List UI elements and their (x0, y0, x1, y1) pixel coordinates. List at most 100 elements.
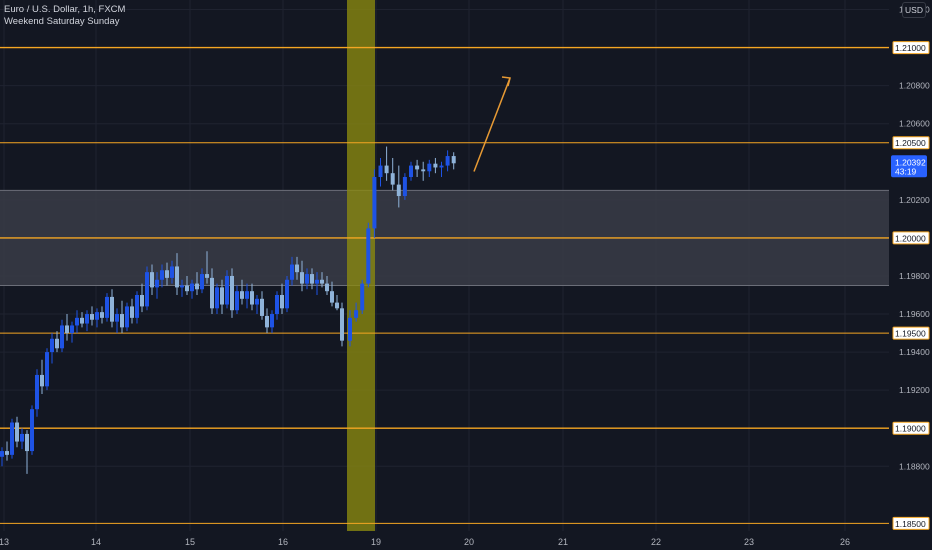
candle (325, 275, 329, 295)
candle-body (255, 298, 259, 305)
candle-body (165, 270, 169, 278)
candle-body (215, 287, 219, 309)
candle-body (310, 274, 314, 284)
candle (445, 150, 450, 172)
candle-body (95, 312, 99, 320)
candle (200, 268, 204, 294)
time-tick-label: 22 (651, 537, 661, 547)
candle-body (230, 275, 234, 311)
current-price-label: 1.20392 (895, 157, 926, 167)
candle-body (220, 287, 224, 305)
bar-countdown-label: 43:19 (895, 166, 917, 176)
time-tick-label: 23 (744, 537, 754, 547)
candle-body (135, 295, 139, 318)
candle-body (300, 272, 304, 284)
time-tick-label: 15 (185, 537, 195, 547)
candle-body (315, 279, 319, 284)
candle-body (280, 295, 284, 309)
candle-body (180, 285, 184, 288)
price-tick-label: 1.20800 (899, 81, 930, 91)
candle-body (10, 422, 14, 455)
candle (366, 222, 371, 288)
candle (409, 161, 413, 181)
candle-body (275, 295, 279, 315)
current-price-marker (891, 155, 927, 178)
candle-body (175, 266, 179, 288)
candle (240, 279, 244, 305)
candle-body (285, 279, 289, 309)
candle-body (5, 451, 9, 455)
candle (125, 302, 129, 332)
candle-body (110, 296, 114, 322)
symbol-title[interactable]: Euro / U.S. Dollar, 1h, FXCM (4, 4, 126, 15)
candle (235, 285, 239, 315)
candle (378, 157, 383, 187)
candle-body (270, 314, 274, 328)
candle-body (445, 156, 450, 166)
candle-body (125, 306, 129, 328)
candle-body (335, 302, 339, 309)
candle-body (439, 165, 444, 168)
candle-body (15, 422, 19, 442)
candle-body (265, 315, 269, 328)
candle-body (260, 298, 264, 316)
candle (20, 428, 24, 450)
candle (100, 306, 104, 324)
candle (330, 281, 334, 307)
arrow-head (501, 76, 511, 87)
candle (30, 405, 34, 455)
candle (265, 308, 269, 334)
candle (165, 262, 169, 286)
level-price-tag (892, 41, 930, 55)
candle-body (85, 314, 89, 324)
candle-body (325, 283, 329, 292)
candle-body (30, 409, 34, 452)
candle (80, 312, 84, 328)
level-price-label: 1.20500 (895, 138, 926, 148)
candle (25, 430, 29, 474)
candle-body (245, 291, 249, 299)
candle (185, 275, 189, 295)
candle (320, 272, 324, 288)
time-tick-label: 19 (371, 537, 381, 547)
candle (15, 416, 19, 448)
candle-body (415, 165, 420, 170)
candle (335, 295, 339, 311)
candle (95, 308, 99, 328)
candle (340, 302, 344, 347)
arrow-shaft (473, 77, 511, 172)
candle-body (170, 266, 174, 278)
price-tick-label: 1.20600 (899, 119, 930, 129)
candle (402, 173, 407, 200)
price-tick-label: 1.20200 (899, 195, 930, 205)
candle-body (210, 277, 214, 309)
time-axis: 13 14 15 16 19 20 21 22 23 26 (0, 531, 889, 550)
projection-arrow (473, 76, 511, 172)
candle (275, 291, 279, 320)
session-indicator-title[interactable]: Weekend Saturday Sunday (4, 16, 120, 27)
time-tick-label: 21 (558, 537, 568, 547)
candle-body (120, 314, 124, 328)
time-tick-label: 20 (464, 537, 474, 547)
candle-body (451, 156, 456, 164)
candle-body (305, 274, 309, 284)
candle (160, 264, 164, 288)
candle-body (200, 274, 204, 290)
candle (215, 283, 219, 315)
candle (65, 314, 69, 341)
candle (145, 266, 149, 311)
candle (245, 283, 249, 309)
candle (433, 157, 438, 174)
candle (190, 279, 194, 299)
candle (170, 260, 174, 284)
candle (255, 295, 259, 315)
level-price-label: 1.20000 (895, 233, 926, 243)
candle-body (40, 374, 44, 387)
level-price-tag (892, 516, 930, 530)
candle-body (372, 177, 377, 229)
candle-body (360, 283, 365, 311)
candle (180, 279, 184, 297)
candle (354, 302, 359, 322)
currency-button[interactable]: USD (902, 2, 926, 18)
